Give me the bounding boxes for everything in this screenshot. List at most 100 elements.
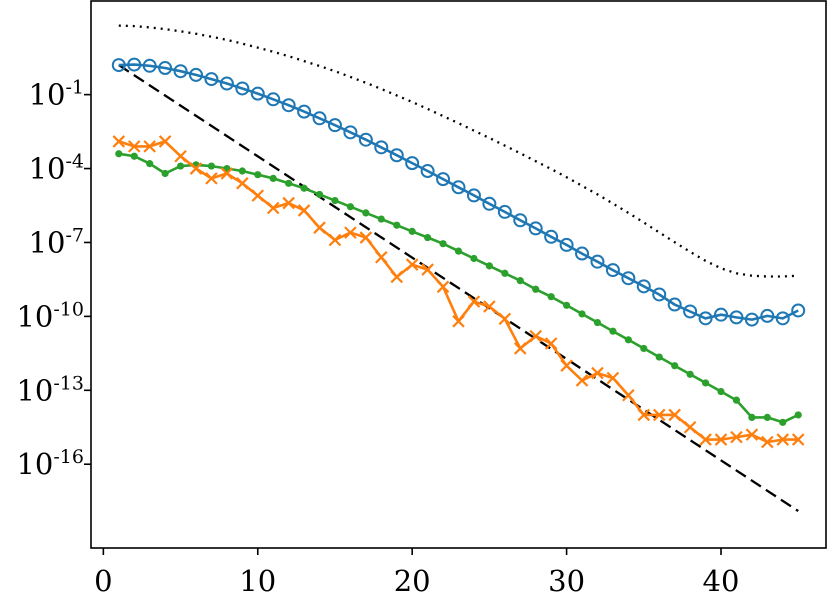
series-4-point-10 <box>266 201 280 215</box>
y-tick-label-0: 10-1 <box>29 77 84 112</box>
series-4-point-26 <box>513 342 527 355</box>
series-2-point-1 <box>127 57 142 72</box>
series-4-point-20 <box>421 263 434 276</box>
series-3-point-11 <box>285 179 293 187</box>
series-4-point-24 <box>483 300 496 313</box>
series-2-point-44 <box>791 303 806 318</box>
series-4-point-15 <box>344 226 357 239</box>
y-tick-label-4: 10-13 <box>16 372 84 407</box>
series-2-point-35 <box>652 287 667 302</box>
series-2-line <box>118 63 799 321</box>
series-4-point-35 <box>652 408 666 422</box>
series-4 <box>112 135 805 449</box>
series-3-point-30 <box>578 310 586 318</box>
series-2-point-42 <box>760 308 775 323</box>
series-2-point-37 <box>683 304 698 319</box>
series-4-point-34 <box>637 408 651 422</box>
series-2-point-32 <box>605 263 620 278</box>
x-tick-label-2: 20 <box>394 564 431 595</box>
series-3-point-0 <box>115 150 123 158</box>
series-2-point-0 <box>111 58 126 73</box>
series-3-point-34 <box>640 344 648 353</box>
series-1 <box>118 64 799 512</box>
series-4-point-21 <box>436 280 450 294</box>
y-tick-mantissa: 10 <box>16 447 53 481</box>
series-2-point-20 <box>420 164 435 179</box>
series-4-point-13 <box>313 221 326 234</box>
series-4-point-18 <box>390 270 404 284</box>
series-3-point-24 <box>485 262 493 270</box>
series-2-point-11 <box>281 98 296 113</box>
plot-frame <box>90 0 827 549</box>
series-3-point-44 <box>794 411 802 419</box>
series-3-point-28 <box>547 293 555 301</box>
series-4-point-31 <box>591 366 604 380</box>
series-3-point-41 <box>748 413 756 422</box>
y-tick-exponent: -4 <box>65 151 84 173</box>
y-tick-mantissa: 10 <box>16 299 53 333</box>
series-3-point-37 <box>686 370 694 378</box>
series-2-point-4 <box>173 64 188 79</box>
series-2-point-18 <box>389 148 404 163</box>
series-2-point-9 <box>250 86 265 101</box>
series-4-point-36 <box>668 408 681 422</box>
series-4-point-12 <box>297 204 311 217</box>
series-2-point-5 <box>189 67 203 82</box>
series-3-point-15 <box>346 203 355 211</box>
series-3-point-27 <box>532 285 540 293</box>
series-4-point-0 <box>112 135 126 148</box>
series-3-point-8 <box>238 167 246 175</box>
series-4-point-25 <box>498 312 512 326</box>
y-tick-mantissa: 10 <box>29 78 66 112</box>
series-4-point-6 <box>205 172 218 185</box>
y-tick-exponent: -13 <box>53 372 84 394</box>
series-3-point-1 <box>130 152 138 160</box>
series-4-point-8 <box>236 177 249 190</box>
series-2-point-27 <box>528 221 543 236</box>
series-3-point-42 <box>763 413 771 422</box>
series-3-point-19 <box>408 227 416 235</box>
series-4-point-3 <box>158 135 172 148</box>
x-axis: 0 10 20 30 40 <box>94 548 739 595</box>
series-2-point-3 <box>158 61 173 76</box>
y-tick-mantissa: 10 <box>29 152 66 186</box>
series-2-point-31 <box>590 254 605 269</box>
series-4-point-38 <box>699 433 712 446</box>
series-4-point-30 <box>575 374 589 387</box>
series-3-point-17 <box>377 215 385 223</box>
series-4-point-7 <box>220 167 234 180</box>
series-3-point-23 <box>470 254 478 263</box>
y-tick-mantissa: 10 <box>29 225 66 259</box>
series-3-point-20 <box>424 233 432 242</box>
series-3-point-39 <box>717 387 725 396</box>
series-4-point-16 <box>359 231 373 244</box>
series-0-line <box>118 24 799 278</box>
series-2-point-14 <box>327 118 342 133</box>
series-layer <box>111 24 806 512</box>
series-2-point-36 <box>667 297 682 312</box>
series-2-point-43 <box>775 311 790 326</box>
series-2-point-41 <box>744 312 759 327</box>
series-4-point-5 <box>189 162 203 175</box>
series-3-point-32 <box>609 327 617 335</box>
y-tick-exponent: -16 <box>53 446 84 468</box>
series-2-point-28 <box>544 229 559 244</box>
series-1-line <box>118 64 799 512</box>
series-3-point-40 <box>732 396 741 404</box>
series-4-point-29 <box>560 359 573 372</box>
series-3-point-6 <box>207 162 216 170</box>
series-2-point-21 <box>436 172 451 187</box>
y-tick-exponent: -10 <box>53 298 84 320</box>
series-4-point-14 <box>328 233 342 247</box>
series-3-point-31 <box>593 318 602 327</box>
series-2-point-30 <box>575 246 590 261</box>
series-4-point-37 <box>683 420 697 434</box>
series-2-point-25 <box>497 204 512 219</box>
x-tick-label-0: 0 <box>94 564 112 595</box>
series-2-point-39 <box>714 307 728 322</box>
y-tick-label-2: 10-7 <box>29 224 84 259</box>
series-4-point-1 <box>127 140 141 153</box>
series-2-point-26 <box>513 213 528 228</box>
